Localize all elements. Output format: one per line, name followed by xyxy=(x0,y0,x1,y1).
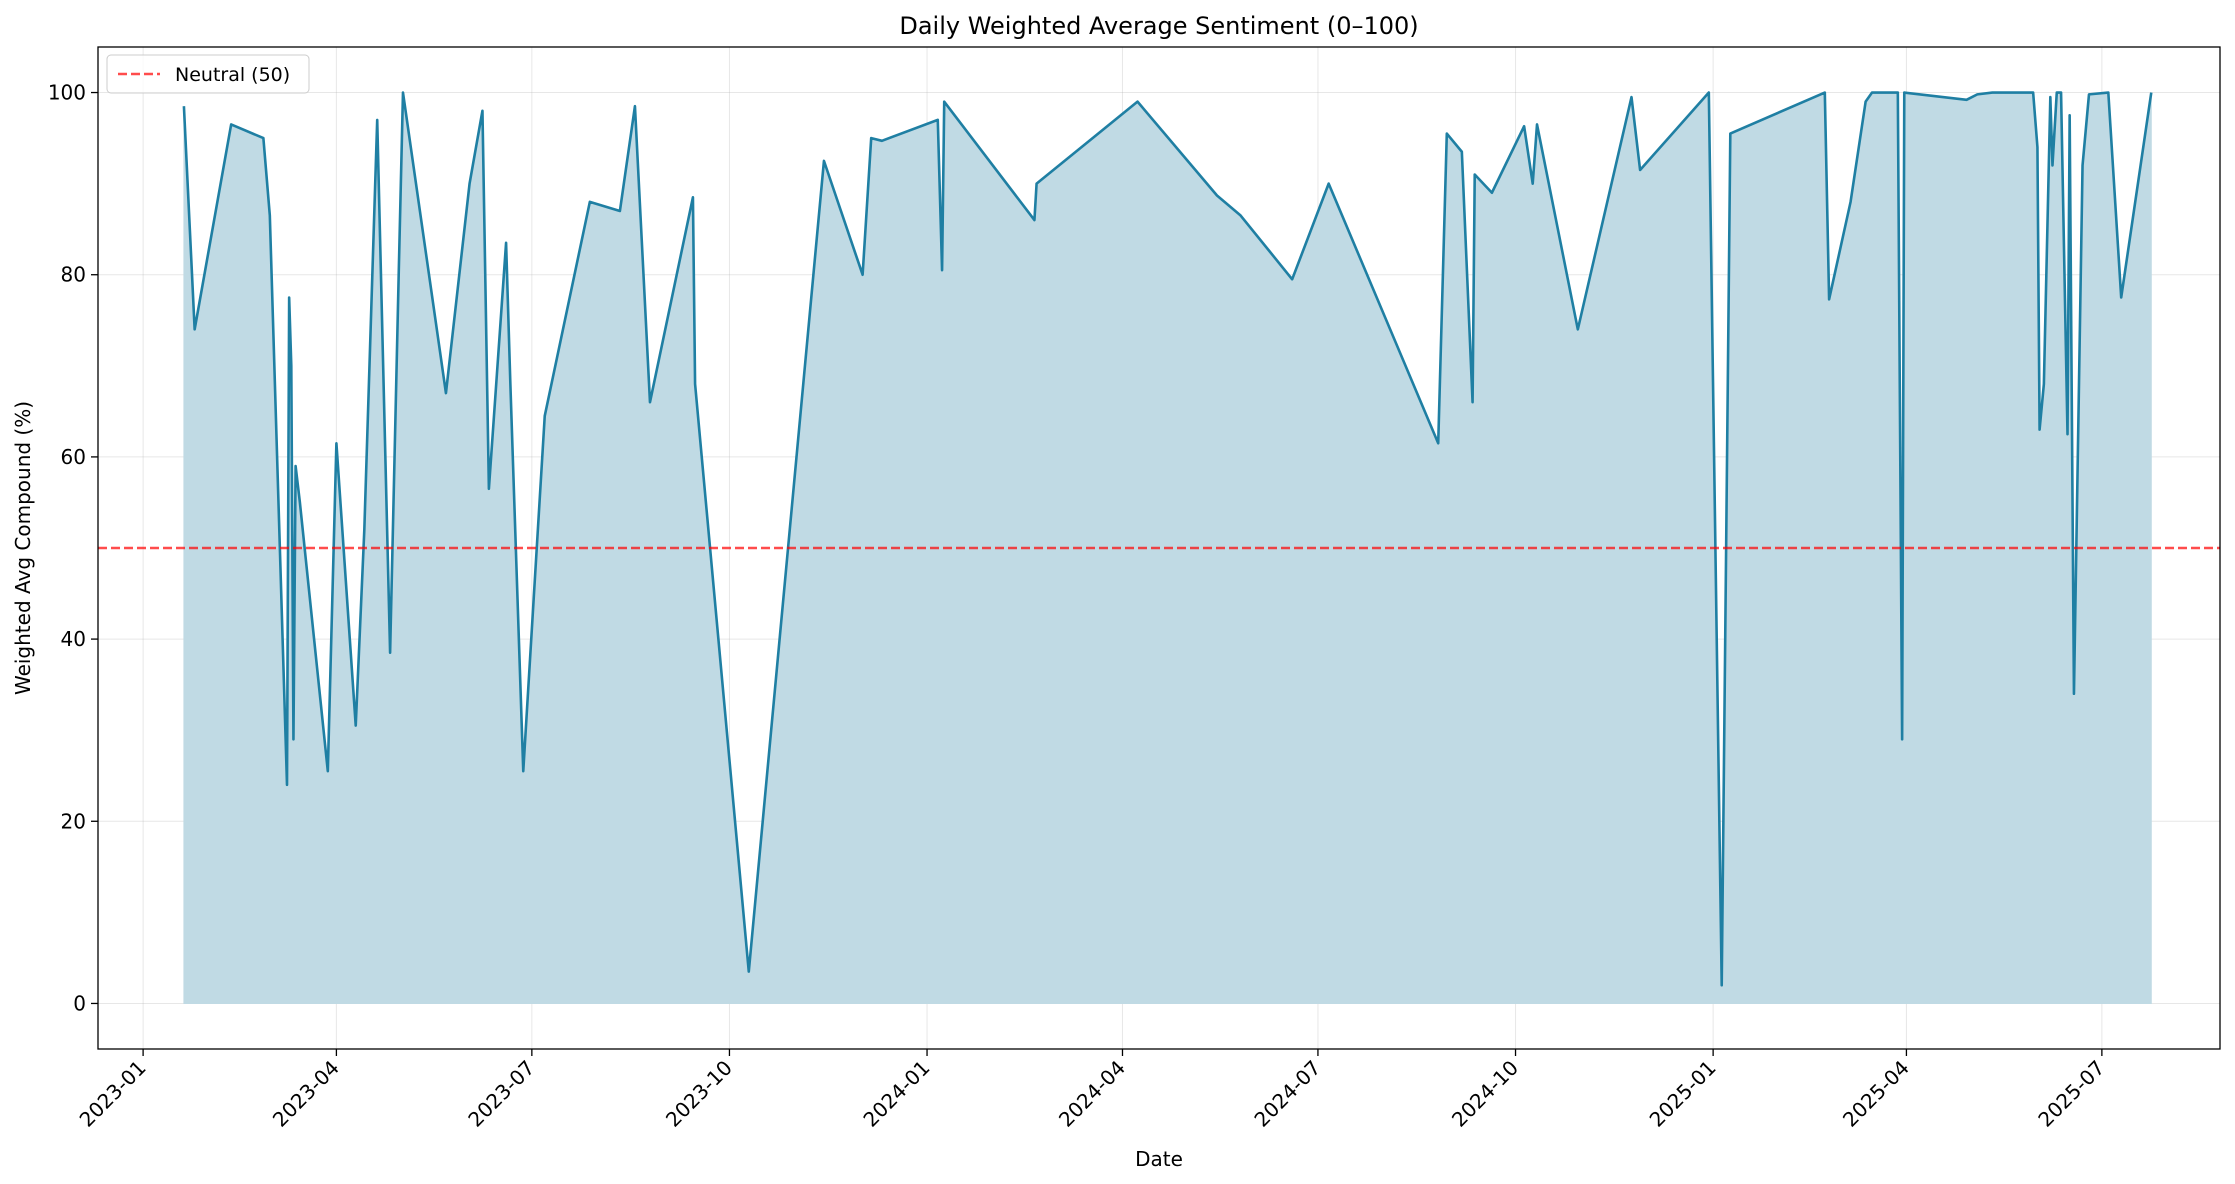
y-tick-label: 20 xyxy=(61,809,86,833)
y-tick-label: 60 xyxy=(61,445,86,469)
y-tick-label: 0 xyxy=(73,991,86,1015)
x-axis-label: Date xyxy=(1135,1147,1183,1171)
y-axis-label: Weighted Avg Compound (%) xyxy=(11,401,35,695)
legend-neutral-label: Neutral (50) xyxy=(175,64,290,86)
y-tick-label: 40 xyxy=(61,627,86,651)
legend: Neutral (50) xyxy=(106,54,310,94)
legend-box xyxy=(106,54,310,94)
y-tick-label: 100 xyxy=(48,81,86,105)
y-tick-label: 80 xyxy=(61,263,86,287)
sentiment-line xyxy=(182,91,2153,987)
y-axis: 0 20 40 60 80 100 xyxy=(48,81,98,1015)
plot-frame xyxy=(97,46,2221,1050)
chart-title: Daily Weighted Average Sentiment (0–100) xyxy=(899,12,1418,40)
